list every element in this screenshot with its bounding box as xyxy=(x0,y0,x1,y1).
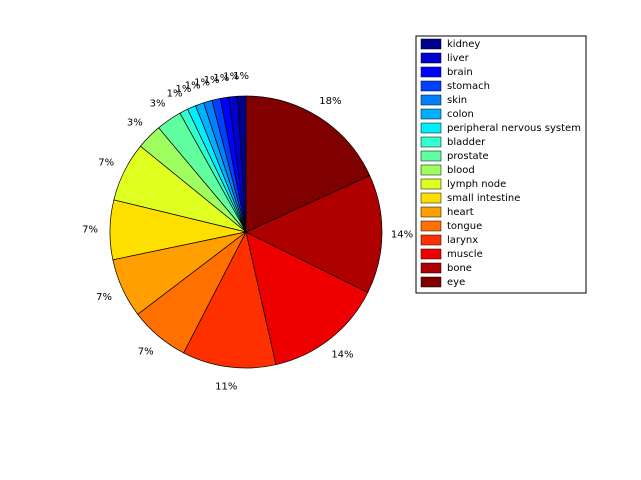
legend-swatch xyxy=(420,276,442,288)
slice-label: 3% xyxy=(127,118,143,129)
legend-label: brain xyxy=(447,67,473,78)
slice-label: 7% xyxy=(96,292,112,303)
legend-label: peripheral nervous system xyxy=(447,123,581,134)
legend-label: blood xyxy=(447,165,475,176)
slice-label: 7% xyxy=(82,225,98,236)
legend-box xyxy=(415,35,587,294)
slice-label: 1% xyxy=(233,71,249,82)
legend-swatch xyxy=(420,220,442,232)
slice-label: 14% xyxy=(391,229,413,240)
legend-label: prostate xyxy=(447,151,489,162)
legend-label: small intestine xyxy=(447,193,520,204)
slice-label: 1% xyxy=(185,80,201,91)
pie-slice xyxy=(245,175,383,293)
legend-swatch xyxy=(420,192,442,204)
legend-swatch xyxy=(420,80,442,92)
slice-label: 1% xyxy=(194,77,210,88)
legend-label: stomach xyxy=(447,81,490,92)
legend-label: liver xyxy=(447,53,470,64)
pie-slice xyxy=(245,231,369,366)
slice-label: 1% xyxy=(223,72,239,83)
pie-slice xyxy=(245,95,371,233)
legend-swatch xyxy=(420,206,442,218)
legend-swatch xyxy=(420,262,442,274)
legend-swatch xyxy=(420,150,442,162)
legend-swatch xyxy=(420,94,442,106)
legend-label: skin xyxy=(447,95,467,106)
legend-label: eye xyxy=(447,277,465,288)
legend-label: larynx xyxy=(447,235,478,246)
legend-label: bladder xyxy=(447,137,486,148)
slice-label: 3% xyxy=(150,99,166,110)
legend-swatch xyxy=(420,122,442,134)
slice-label: 18% xyxy=(319,96,341,107)
legend-swatch xyxy=(420,108,442,120)
legend-label: colon xyxy=(447,109,474,120)
legend-swatch xyxy=(420,52,442,64)
legend-swatch xyxy=(420,164,442,176)
legend-swatch xyxy=(420,66,442,78)
legend-label: muscle xyxy=(447,249,483,260)
legend-swatch xyxy=(420,178,442,190)
legend-swatch xyxy=(420,234,442,246)
legend-label: heart xyxy=(447,207,474,218)
legend-swatch xyxy=(420,38,442,50)
slice-label: 11% xyxy=(215,382,237,393)
pie-slice xyxy=(183,230,277,369)
legend-label: lymph node xyxy=(447,179,506,190)
legend-label: tongue xyxy=(447,221,482,232)
legend-swatch xyxy=(420,136,442,148)
legend-label: kidney xyxy=(447,39,480,50)
slice-label: 1% xyxy=(176,84,192,95)
slice-label: 7% xyxy=(98,158,114,169)
slice-label: 1% xyxy=(204,75,220,86)
slice-label: 14% xyxy=(331,350,353,361)
legend-swatch xyxy=(420,248,442,260)
slice-label: 1% xyxy=(213,73,229,84)
legend-label: bone xyxy=(447,263,472,274)
slice-label: 1% xyxy=(167,88,183,99)
slice-label: 7% xyxy=(138,347,154,358)
